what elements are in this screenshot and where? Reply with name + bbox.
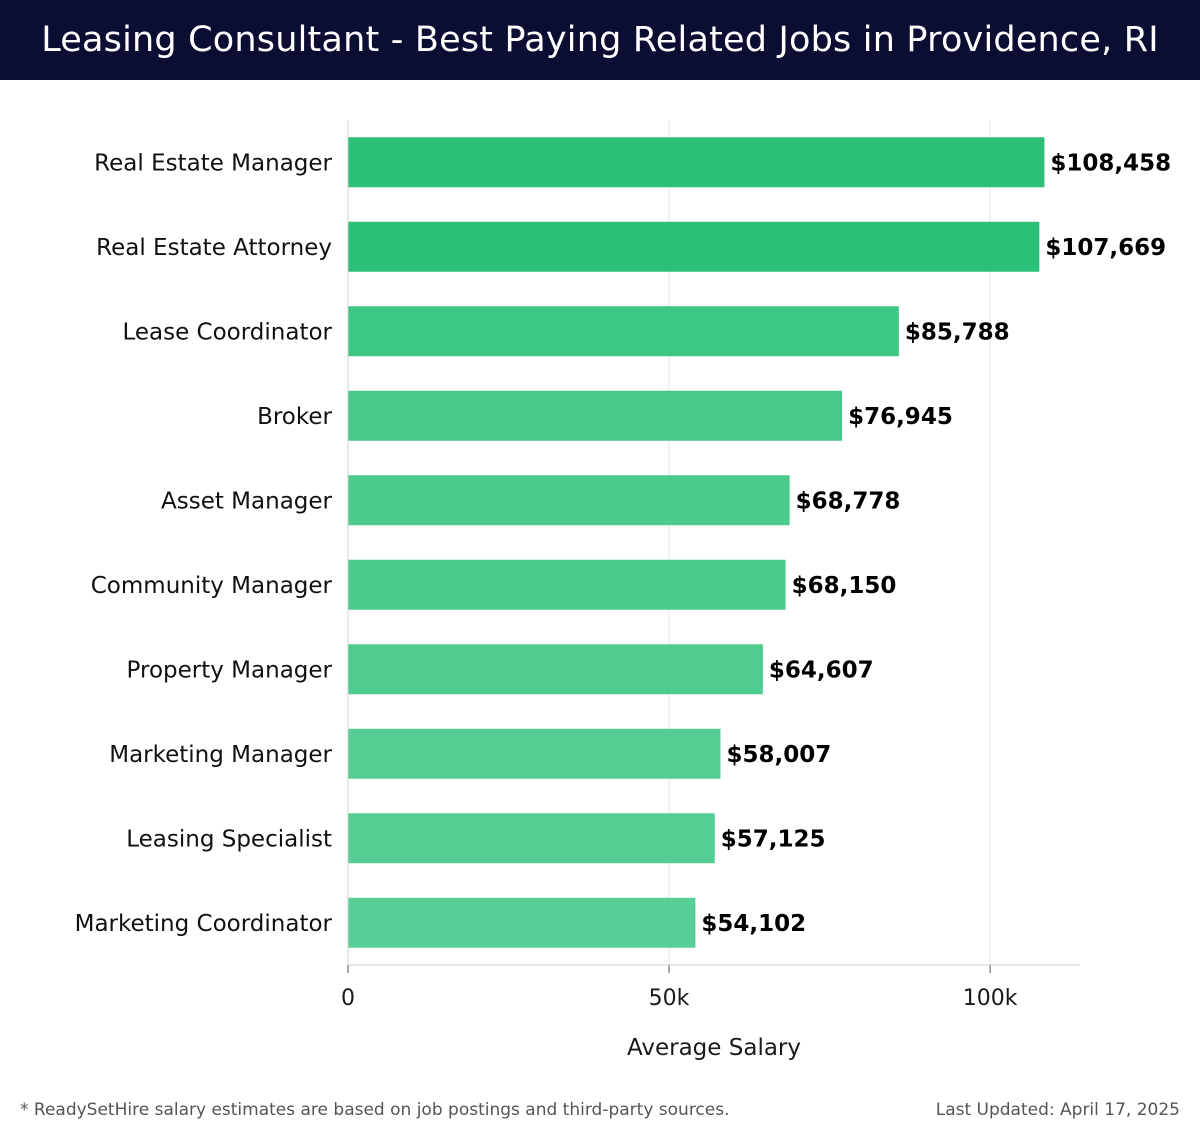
x-tick-label: 0 — [341, 986, 355, 1011]
bar — [348, 897, 696, 948]
value-label: $68,150 — [792, 573, 897, 599]
category-labels: Real Estate Manager Real Estate Attorney L… — [75, 150, 333, 937]
bar — [348, 728, 721, 779]
x-tick-label: 50k — [649, 986, 690, 1011]
value-label: $64,607 — [769, 657, 874, 683]
category-label: Asset Manager — [161, 488, 333, 514]
category-label: Property Manager — [127, 657, 333, 683]
bar — [348, 221, 1040, 272]
value-labels: $108,458 $107,669 $85,788 $76,945 $68,778 $68… — [701, 150, 1171, 937]
bar — [348, 390, 843, 441]
category-label: Real Estate Manager — [94, 150, 332, 176]
category-label: Marketing Coordinator — [75, 911, 333, 937]
value-label: $108,458 — [1050, 150, 1171, 176]
category-label: Marketing Manager — [109, 742, 332, 768]
bar — [348, 475, 790, 526]
category-label: Community Manager — [91, 573, 333, 599]
category-label: Broker — [257, 404, 332, 430]
value-label: $85,788 — [905, 319, 1010, 345]
value-label: $68,778 — [796, 488, 901, 514]
footnote: * ReadySetHire salary estimates are base… — [20, 1100, 730, 1120]
last-updated: Last Updated: April 17, 2025 — [935, 1100, 1180, 1120]
value-label: $76,945 — [848, 404, 953, 430]
bar — [348, 559, 786, 610]
bar — [348, 137, 1045, 188]
chart-title: Leasing Consultant - Best Paying Related… — [0, 0, 1200, 80]
value-label: $57,125 — [721, 826, 826, 852]
x-axis: 0 50k 100k — [341, 120, 1080, 1011]
category-label: Real Estate Attorney — [96, 235, 332, 261]
value-label: $54,102 — [701, 911, 806, 937]
bars — [348, 137, 1045, 948]
x-tick-label: 100k — [963, 986, 1018, 1011]
x-axis-label: Average Salary — [627, 1035, 801, 1061]
bar — [348, 306, 899, 357]
value-label: $58,007 — [726, 742, 831, 768]
category-label: Leasing Specialist — [126, 826, 332, 852]
bar — [348, 644, 763, 695]
category-label: Lease Coordinator — [122, 319, 332, 345]
bar — [348, 813, 715, 864]
value-label: $107,669 — [1045, 235, 1166, 261]
